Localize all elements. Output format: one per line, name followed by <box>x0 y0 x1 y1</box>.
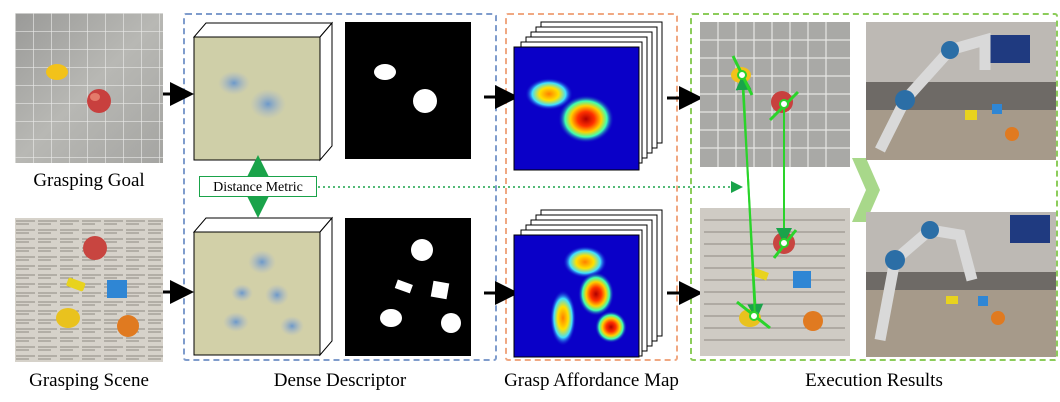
execution-results-box <box>690 13 1058 361</box>
grasp-affordance-label: Grasp Affordance Map <box>504 370 679 391</box>
descriptor-cube-bottom <box>192 216 334 357</box>
distance-metric-label: Distance Metric <box>199 176 317 197</box>
grasping-goal-photo <box>15 13 163 163</box>
execution-scene-photo <box>700 208 850 356</box>
goal-photo-scene <box>15 13 163 163</box>
grasping-scene-label: Grasping Scene <box>29 370 149 391</box>
affordance-map-top <box>513 21 663 171</box>
execution-goal-photo <box>700 22 850 167</box>
descriptor-cube-top <box>192 21 334 162</box>
scene-mask <box>345 218 471 356</box>
chevron-right-icon <box>852 158 880 222</box>
execution-results-label: Execution Results <box>805 370 943 391</box>
scene-photo-contents <box>15 218 163 362</box>
grasp-correspondence-lines <box>731 55 800 330</box>
robot-photo-bottom <box>866 212 1056 357</box>
dense-descriptor-box <box>183 13 497 361</box>
grasp-affordance-box <box>505 13 678 361</box>
grasping-scene-photo <box>15 218 163 362</box>
affordance-map-bottom <box>513 209 663 358</box>
dense-descriptor-label: Dense Descriptor <box>273 370 407 391</box>
robot-photo-top <box>866 22 1056 160</box>
lemon-object <box>46 64 68 80</box>
goal-mask <box>345 22 471 159</box>
grasping-goal-label: Grasping Goal <box>33 170 145 191</box>
